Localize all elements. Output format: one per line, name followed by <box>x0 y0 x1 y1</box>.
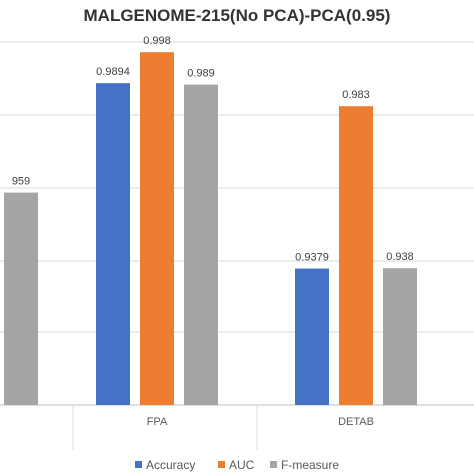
legend-swatch <box>270 461 277 468</box>
legend-label: Accuracy <box>146 458 196 472</box>
data-label: 0.938 <box>386 251 414 263</box>
chart-legend: Accuracy AUC F-measure <box>0 458 474 474</box>
bar-accuracy-2 <box>295 268 329 405</box>
bar-f-measure-1 <box>184 84 218 405</box>
legend-swatch <box>218 461 225 468</box>
bar-f-measure-0 <box>4 192 38 405</box>
category-label: FPA <box>147 416 168 428</box>
legend-label: AUC <box>229 458 255 472</box>
bar-auc-2 <box>339 106 373 405</box>
bar-accuracy-1 <box>96 83 130 405</box>
bar-f-measure-2 <box>383 268 417 405</box>
bar-auc-1 <box>140 52 174 405</box>
data-label: 0.9379 <box>295 252 329 264</box>
data-label: 0.983 <box>342 89 370 101</box>
legend-label: F-measure <box>281 458 340 472</box>
legend-item: AUC <box>218 458 254 472</box>
data-label: 0.998 <box>143 35 171 47</box>
legend-swatch <box>135 461 142 468</box>
legend-item: Accuracy <box>135 458 195 472</box>
chart-title: MALGENOME-215(No PCA)-PCA(0.95) <box>83 6 391 25</box>
data-label: 0.989 <box>187 68 215 80</box>
data-label: 959 <box>12 176 30 188</box>
data-label: 0.9894 <box>96 66 130 78</box>
legend-item: F-measure <box>270 458 339 472</box>
category-label: DETAB <box>338 416 374 428</box>
